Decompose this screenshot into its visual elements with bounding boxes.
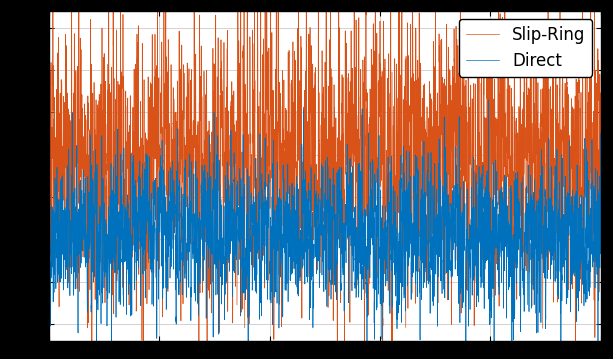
Slip-Ring [597, 91, 604, 95]
Line: Slip-Ring: Slip-Ring [49, 0, 601, 359]
Slip-Ring [457, 222, 465, 227]
Slip-Ring [499, 110, 506, 114]
Direct [404, 199, 411, 203]
Direct [597, 252, 604, 256]
Direct [376, 255, 384, 260]
Direct [457, 282, 465, 286]
Slip-Ring [145, 238, 153, 242]
Direct [45, 214, 53, 218]
Slip-Ring [376, 19, 384, 23]
Slip-Ring [45, 206, 53, 211]
Slip-Ring [256, 220, 264, 224]
Legend: Slip-Ring, Direct: Slip-Ring, Direct [459, 19, 592, 77]
Slip-Ring [405, 262, 412, 267]
Direct [499, 190, 506, 195]
Direct [256, 143, 264, 147]
Direct [485, 98, 492, 102]
Line: Direct: Direct [49, 100, 601, 359]
Direct [145, 155, 153, 159]
